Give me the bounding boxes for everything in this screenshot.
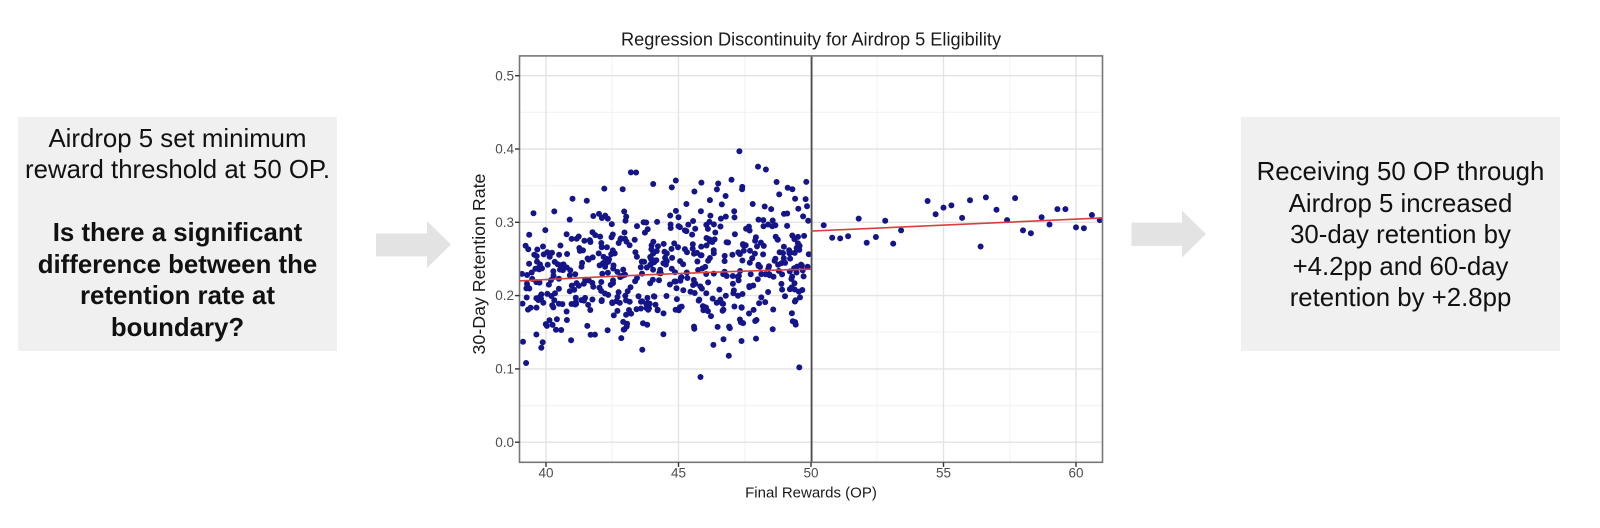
svg-text:0.0: 0.0 bbox=[495, 435, 514, 450]
svg-text:0.1: 0.1 bbox=[495, 362, 514, 377]
svg-text:0.3: 0.3 bbox=[495, 215, 514, 230]
svg-text:0.5: 0.5 bbox=[495, 68, 514, 83]
svg-text:Final Rewards (OP): Final Rewards (OP) bbox=[745, 484, 877, 501]
svg-text:40: 40 bbox=[538, 466, 553, 481]
svg-text:0.2: 0.2 bbox=[495, 288, 514, 303]
svg-text:50: 50 bbox=[803, 466, 818, 481]
svg-text:0.4: 0.4 bbox=[495, 142, 514, 157]
svg-text:60: 60 bbox=[1068, 466, 1083, 481]
svg-text:45: 45 bbox=[671, 466, 686, 481]
svg-text:Regression Discontinuity for A: Regression Discontinuity for Airdrop 5 E… bbox=[621, 30, 1002, 50]
svg-text:55: 55 bbox=[936, 466, 951, 481]
svg-text:30-Day Retention Rate: 30-Day Retention Rate bbox=[469, 173, 489, 354]
